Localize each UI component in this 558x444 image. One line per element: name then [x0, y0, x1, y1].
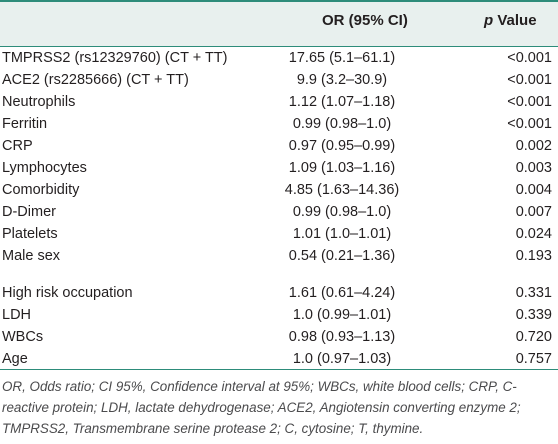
p-value-cell: <0.001 [507, 50, 552, 66]
variable-cell: D-Dimer [2, 204, 56, 220]
p-value-cell: <0.001 [507, 94, 552, 110]
table-top-rule [0, 0, 558, 2]
table-row: WBCs 0.98 (0.93–1.13) 0.720 [0, 326, 558, 348]
p-value-cell: 0.339 [515, 307, 552, 323]
or-cell: 0.99 (0.98–1.0) [292, 116, 392, 132]
or-cell: 4.85 (1.63–14.36) [284, 182, 400, 198]
table-row: D-Dimer 0.99 (0.98–1.0) 0.007 [0, 201, 558, 223]
p-value-cell: 0.193 [515, 248, 552, 264]
variable-cell: Neutrophils [2, 94, 76, 110]
or-cell: 1.12 (1.07–1.18) [288, 94, 396, 110]
or-cell: 0.54 (0.21–1.36) [288, 248, 396, 264]
or-cell: 9.9 (3.2–30.9) [296, 72, 388, 88]
table-row: TMPRSS2 (rs12329760) (CT + TT) 17.65 (5.… [0, 47, 558, 69]
group-spacer-row [0, 267, 558, 282]
column-header-p-value: p Value [484, 12, 537, 30]
table-row: Male sex 0.54 (0.21–1.36) 0.193 [0, 245, 558, 267]
variable-cell: Platelets [2, 226, 58, 242]
table-row: ACE2 (rs2285666) (CT + TT) 9.9 (3.2–30.9… [0, 69, 558, 91]
table-row: LDH 1.0 (0.99–1.01) 0.339 [0, 304, 558, 326]
table-row: Comorbidity 4.85 (1.63–14.36) 0.004 [0, 179, 558, 201]
or-cell: 0.97 (0.95–0.99) [288, 138, 396, 154]
or-cell: 1.09 (1.03–1.16) [288, 160, 396, 176]
p-value-cell: 0.004 [515, 182, 552, 198]
p-value-cell: 0.757 [515, 351, 552, 367]
spacer-cell [0, 267, 558, 282]
p-value-cell: <0.001 [507, 72, 552, 88]
variable-cell: Male sex [2, 248, 61, 264]
variable-cell: Lymphocytes [2, 160, 87, 176]
p-value-cell: 0.331 [515, 285, 552, 301]
table-footnote: OR, Odds ratio; CI 95%, Confidence inter… [2, 379, 521, 436]
table-row: Age 1.0 (0.97–1.03) 0.757 [0, 348, 558, 370]
table-row: CRP 0.97 (0.95–0.99) 0.002 [0, 135, 558, 157]
or-cell: 17.65 (5.1–61.1) [288, 50, 396, 66]
table-row: Neutrophils 1.12 (1.07–1.18) <0.001 [0, 91, 558, 113]
p-value-cell: <0.001 [507, 116, 552, 132]
variable-cell: Age [2, 351, 28, 367]
or-cell: 1.01 (1.0–1.01) [292, 226, 392, 242]
p-value-cell: 0.024 [515, 226, 552, 242]
column-header-or: OR (95% CI) [322, 12, 408, 29]
p-letter: p [484, 12, 494, 29]
variable-cell: WBCs [2, 329, 44, 345]
table-row: Platelets 1.01 (1.0–1.01) 0.024 [0, 223, 558, 245]
or-cell: 1.0 (0.99–1.01) [292, 307, 392, 323]
table-body: TMPRSS2 (rs12329760) (CT + TT) 17.65 (5.… [0, 47, 558, 370]
or-cell: 0.99 (0.98–1.0) [292, 204, 392, 220]
table-row: Lymphocytes 1.09 (1.03–1.16) 0.003 [0, 157, 558, 179]
odds-ratio-table: TMPRSS2 (rs12329760) (CT + TT) 17.65 (5.… [0, 47, 558, 370]
value-word: Value [493, 12, 537, 29]
p-value-cell: 0.002 [515, 138, 552, 154]
table-row: Ferritin 0.99 (0.98–1.0) <0.001 [0, 113, 558, 135]
table-row: High risk occupation 1.61 (0.61–4.24) 0.… [0, 282, 558, 304]
variable-cell: CRP [2, 138, 33, 154]
table-header-rule [0, 46, 558, 47]
or-cell: 0.98 (0.93–1.13) [288, 329, 396, 345]
or-cell: 1.0 (0.97–1.03) [292, 351, 392, 367]
or-cell: 1.61 (0.61–4.24) [288, 285, 396, 301]
variable-cell: TMPRSS2 (rs12329760) (CT + TT) [2, 50, 228, 66]
table-header-band [0, 0, 558, 46]
table-bottom-rule [0, 369, 558, 370]
variable-cell: Comorbidity [2, 182, 80, 198]
variable-cell: High risk occupation [2, 285, 133, 301]
p-value-cell: 0.007 [515, 204, 552, 220]
p-value-cell: 0.720 [515, 329, 552, 345]
variable-cell: LDH [2, 307, 32, 323]
p-value-cell: 0.003 [515, 160, 552, 176]
variable-cell: ACE2 (rs2285666) (CT + TT) [2, 72, 189, 88]
variable-cell: Ferritin [2, 116, 48, 132]
